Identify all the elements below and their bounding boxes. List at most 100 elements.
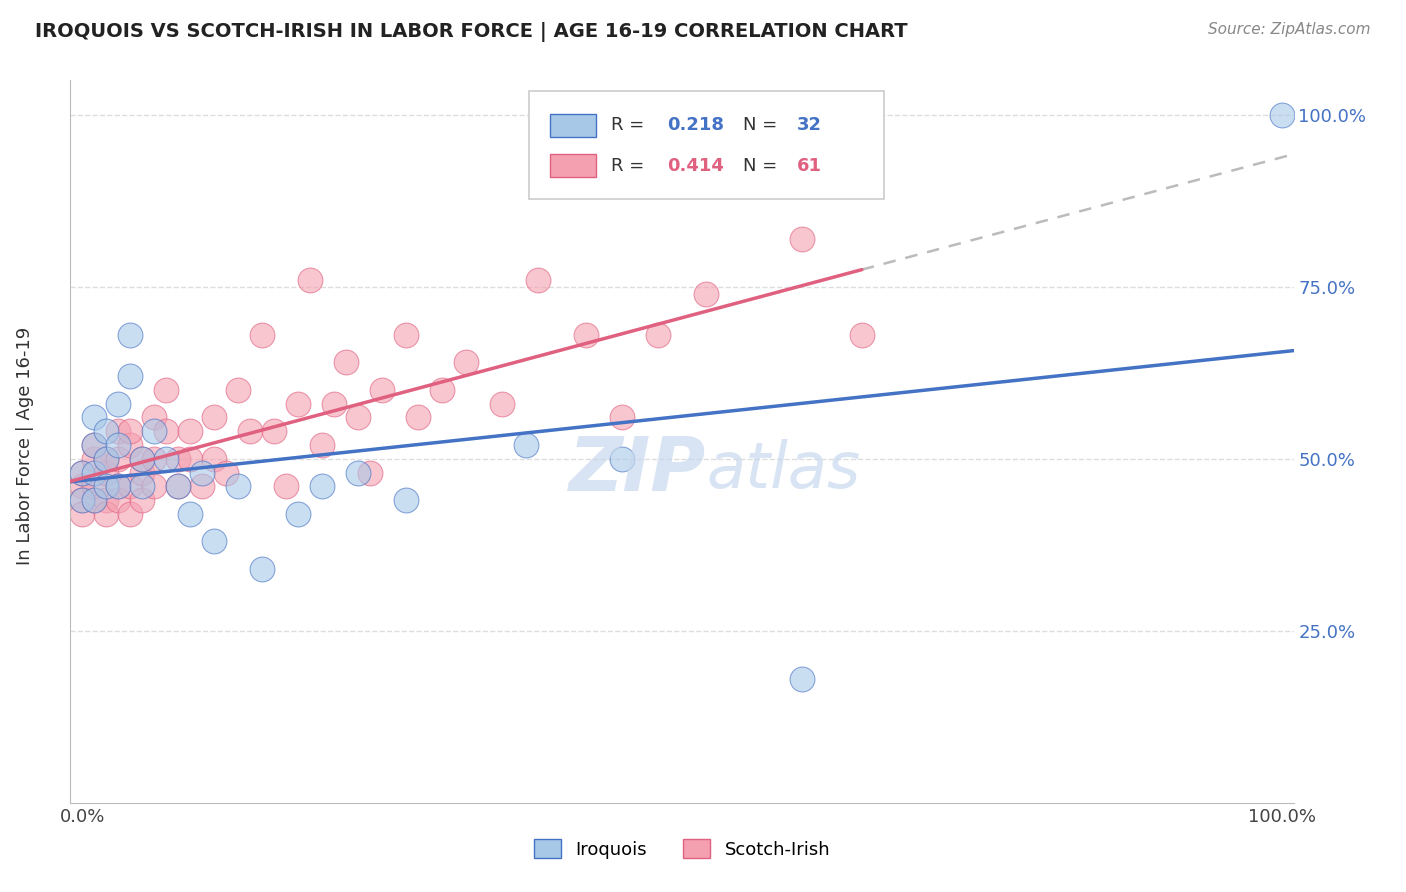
Point <box>191 466 214 480</box>
Point <box>527 273 550 287</box>
Point <box>1270 108 1292 122</box>
Point <box>359 466 381 480</box>
Point <box>491 397 513 411</box>
Point <box>347 466 370 480</box>
Point <box>610 451 633 466</box>
Point <box>83 410 105 425</box>
Point <box>96 424 118 438</box>
Bar <box>550 154 596 178</box>
Point <box>226 383 249 397</box>
Point <box>790 231 813 245</box>
Point <box>695 286 717 301</box>
Point <box>131 466 153 480</box>
Point <box>202 451 225 466</box>
Point <box>143 424 166 438</box>
Bar <box>550 113 596 136</box>
Point <box>371 383 394 397</box>
Point <box>107 479 129 493</box>
Point <box>120 327 142 342</box>
Point <box>179 424 201 438</box>
Text: N =: N = <box>744 116 783 134</box>
FancyBboxPatch shape <box>529 91 884 200</box>
Point <box>83 438 105 452</box>
Point <box>120 424 142 438</box>
Point <box>96 479 118 493</box>
Point <box>131 451 153 466</box>
Point <box>107 438 129 452</box>
Point <box>72 466 94 480</box>
Point <box>430 383 453 397</box>
Point <box>167 479 190 493</box>
Text: In Labor Force | Age 16-19: In Labor Force | Age 16-19 <box>17 326 34 566</box>
Point <box>167 451 190 466</box>
Text: Source: ZipAtlas.com: Source: ZipAtlas.com <box>1208 22 1371 37</box>
Point <box>155 383 177 397</box>
Point <box>191 479 214 493</box>
Point <box>155 451 177 466</box>
Point <box>120 507 142 521</box>
Point <box>120 479 142 493</box>
Point <box>83 451 105 466</box>
Point <box>406 410 429 425</box>
Point <box>575 327 598 342</box>
Text: 0.414: 0.414 <box>668 156 724 175</box>
Point <box>299 273 322 287</box>
Point <box>83 466 105 480</box>
Point <box>131 451 153 466</box>
Point <box>851 327 873 342</box>
Point <box>72 507 94 521</box>
Point <box>83 438 105 452</box>
Text: 61: 61 <box>797 156 823 175</box>
Point <box>107 397 129 411</box>
Point <box>226 479 249 493</box>
Point <box>131 479 153 493</box>
Text: 0.218: 0.218 <box>668 116 724 134</box>
Point <box>454 355 477 369</box>
Text: 32: 32 <box>797 116 823 134</box>
Point <box>107 424 129 438</box>
Point <box>167 479 190 493</box>
Point <box>202 534 225 549</box>
Point <box>179 451 201 466</box>
Text: atlas: atlas <box>706 440 860 501</box>
Point <box>263 424 285 438</box>
Point <box>647 327 669 342</box>
Point <box>215 466 238 480</box>
Point <box>72 493 94 508</box>
Point <box>287 397 309 411</box>
Point <box>72 479 94 493</box>
Text: ZIP: ZIP <box>569 434 706 507</box>
Point <box>131 493 153 508</box>
Point <box>239 424 262 438</box>
Point <box>202 410 225 425</box>
Point <box>72 493 94 508</box>
Text: R =: R = <box>612 156 650 175</box>
Point <box>311 438 333 452</box>
Point <box>179 507 201 521</box>
Point <box>107 451 129 466</box>
Point <box>790 672 813 686</box>
Text: IROQUOIS VS SCOTCH-IRISH IN LABOR FORCE | AGE 16-19 CORRELATION CHART: IROQUOIS VS SCOTCH-IRISH IN LABOR FORCE … <box>35 22 908 42</box>
Point <box>610 410 633 425</box>
Point <box>287 507 309 521</box>
Point <box>96 493 118 508</box>
Point <box>323 397 346 411</box>
Point <box>83 493 105 508</box>
Point <box>143 479 166 493</box>
Point <box>250 327 273 342</box>
Point <box>395 493 418 508</box>
Point <box>311 479 333 493</box>
Point <box>96 451 118 466</box>
Text: R =: R = <box>612 116 650 134</box>
Point <box>120 438 142 452</box>
Point <box>395 327 418 342</box>
Point <box>107 493 129 508</box>
Point <box>515 438 537 452</box>
Point <box>96 451 118 466</box>
Point <box>96 507 118 521</box>
Point <box>335 355 357 369</box>
Point <box>347 410 370 425</box>
Point <box>107 479 129 493</box>
Legend: Iroquois, Scotch-Irish: Iroquois, Scotch-Irish <box>534 839 830 859</box>
Point <box>83 493 105 508</box>
